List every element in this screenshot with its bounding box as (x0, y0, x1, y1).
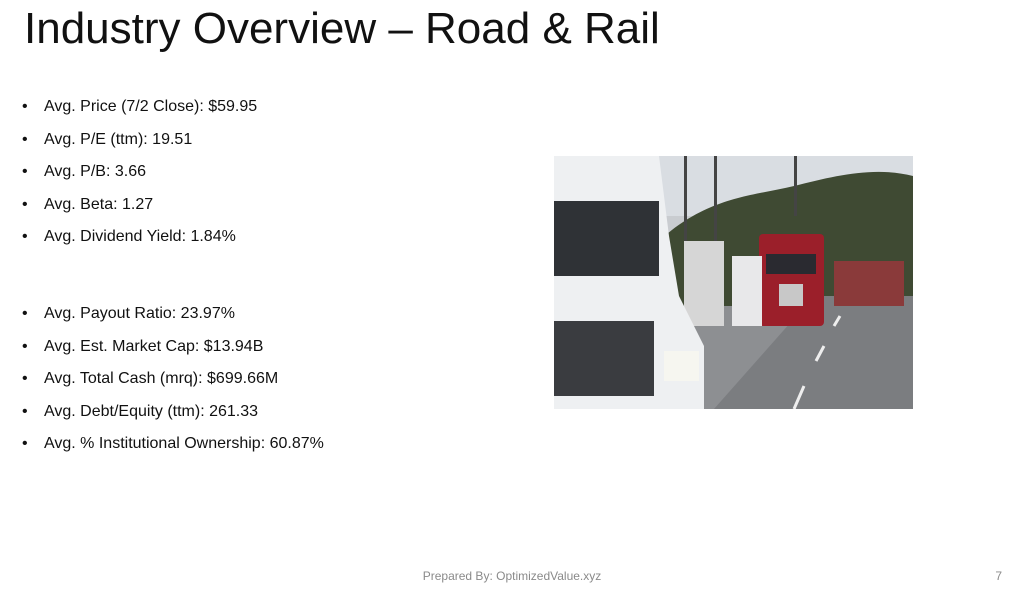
bullet-item: Avg. % Institutional Ownership: 60.87% (22, 434, 324, 467)
footer: Prepared By: OptimizedValue.xyz (422, 569, 602, 583)
bullet-item: Avg. P/E (ttm): 19.51 (22, 130, 257, 163)
bullet-list: Avg. Price (7/2 Close): $59.95Avg. P/E (… (22, 97, 257, 260)
bullet-list: Avg. Payout Ratio: 23.97%Avg. Est. Marke… (22, 304, 324, 467)
slide-title: Industry Overview – Road & Rail (24, 4, 660, 53)
bullet-item: Avg. P/B: 3.66 (22, 162, 257, 195)
bullet-item: Avg. Total Cash (mrq): $699.66M (22, 369, 324, 402)
bullet-item: Avg. Price (7/2 Close): $59.95 (22, 97, 257, 130)
bullet-item: Avg. Debt/Equity (ttm): 261.33 (22, 402, 324, 435)
truck-photo (554, 156, 913, 409)
bullet-item: Avg. Est. Market Cap: $13.94B (22, 337, 324, 370)
bullet-item: Avg. Payout Ratio: 23.97% (22, 304, 324, 337)
bullet-item: Avg. Beta: 1.27 (22, 195, 257, 228)
bullet-item: Avg. Dividend Yield: 1.84% (22, 227, 257, 260)
page-number: 7 (995, 569, 1002, 583)
